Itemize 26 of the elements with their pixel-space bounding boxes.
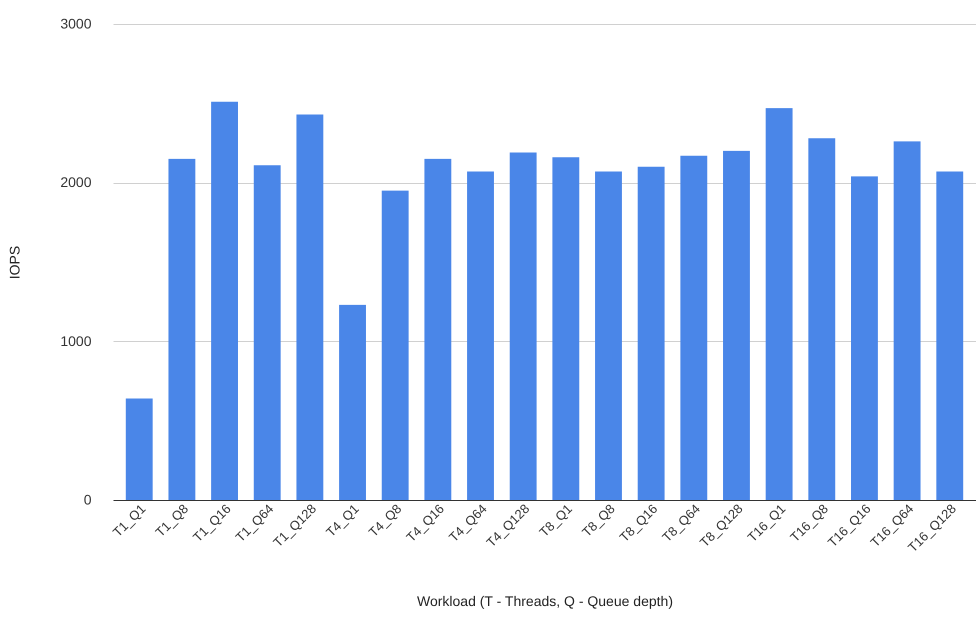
y-tick-label: 2000 — [60, 174, 92, 190]
y-tick-label: 0 — [84, 492, 92, 508]
bar — [424, 158, 452, 500]
bar — [211, 102, 238, 500]
bar — [894, 141, 921, 500]
y-tick-label: 3000 — [60, 16, 92, 32]
bar — [766, 108, 793, 500]
bar — [638, 166, 665, 500]
bar — [595, 172, 622, 500]
x-axis-title: Workload (T - Threads, Q - Queue depth) — [416, 593, 674, 610]
y-axis-title: IOPS — [6, 246, 22, 280]
bar — [126, 398, 153, 500]
bar — [339, 304, 366, 500]
bar — [808, 138, 836, 500]
bar — [936, 172, 964, 500]
bar — [254, 165, 281, 500]
bar — [680, 156, 708, 500]
bar — [296, 114, 324, 500]
bar — [723, 150, 750, 500]
bar — [851, 176, 878, 500]
bar — [467, 172, 494, 500]
bar — [510, 152, 537, 500]
bar — [168, 158, 196, 500]
bar — [552, 157, 580, 500]
bar — [382, 190, 409, 500]
y-tick-label: 1000 — [60, 332, 92, 349]
